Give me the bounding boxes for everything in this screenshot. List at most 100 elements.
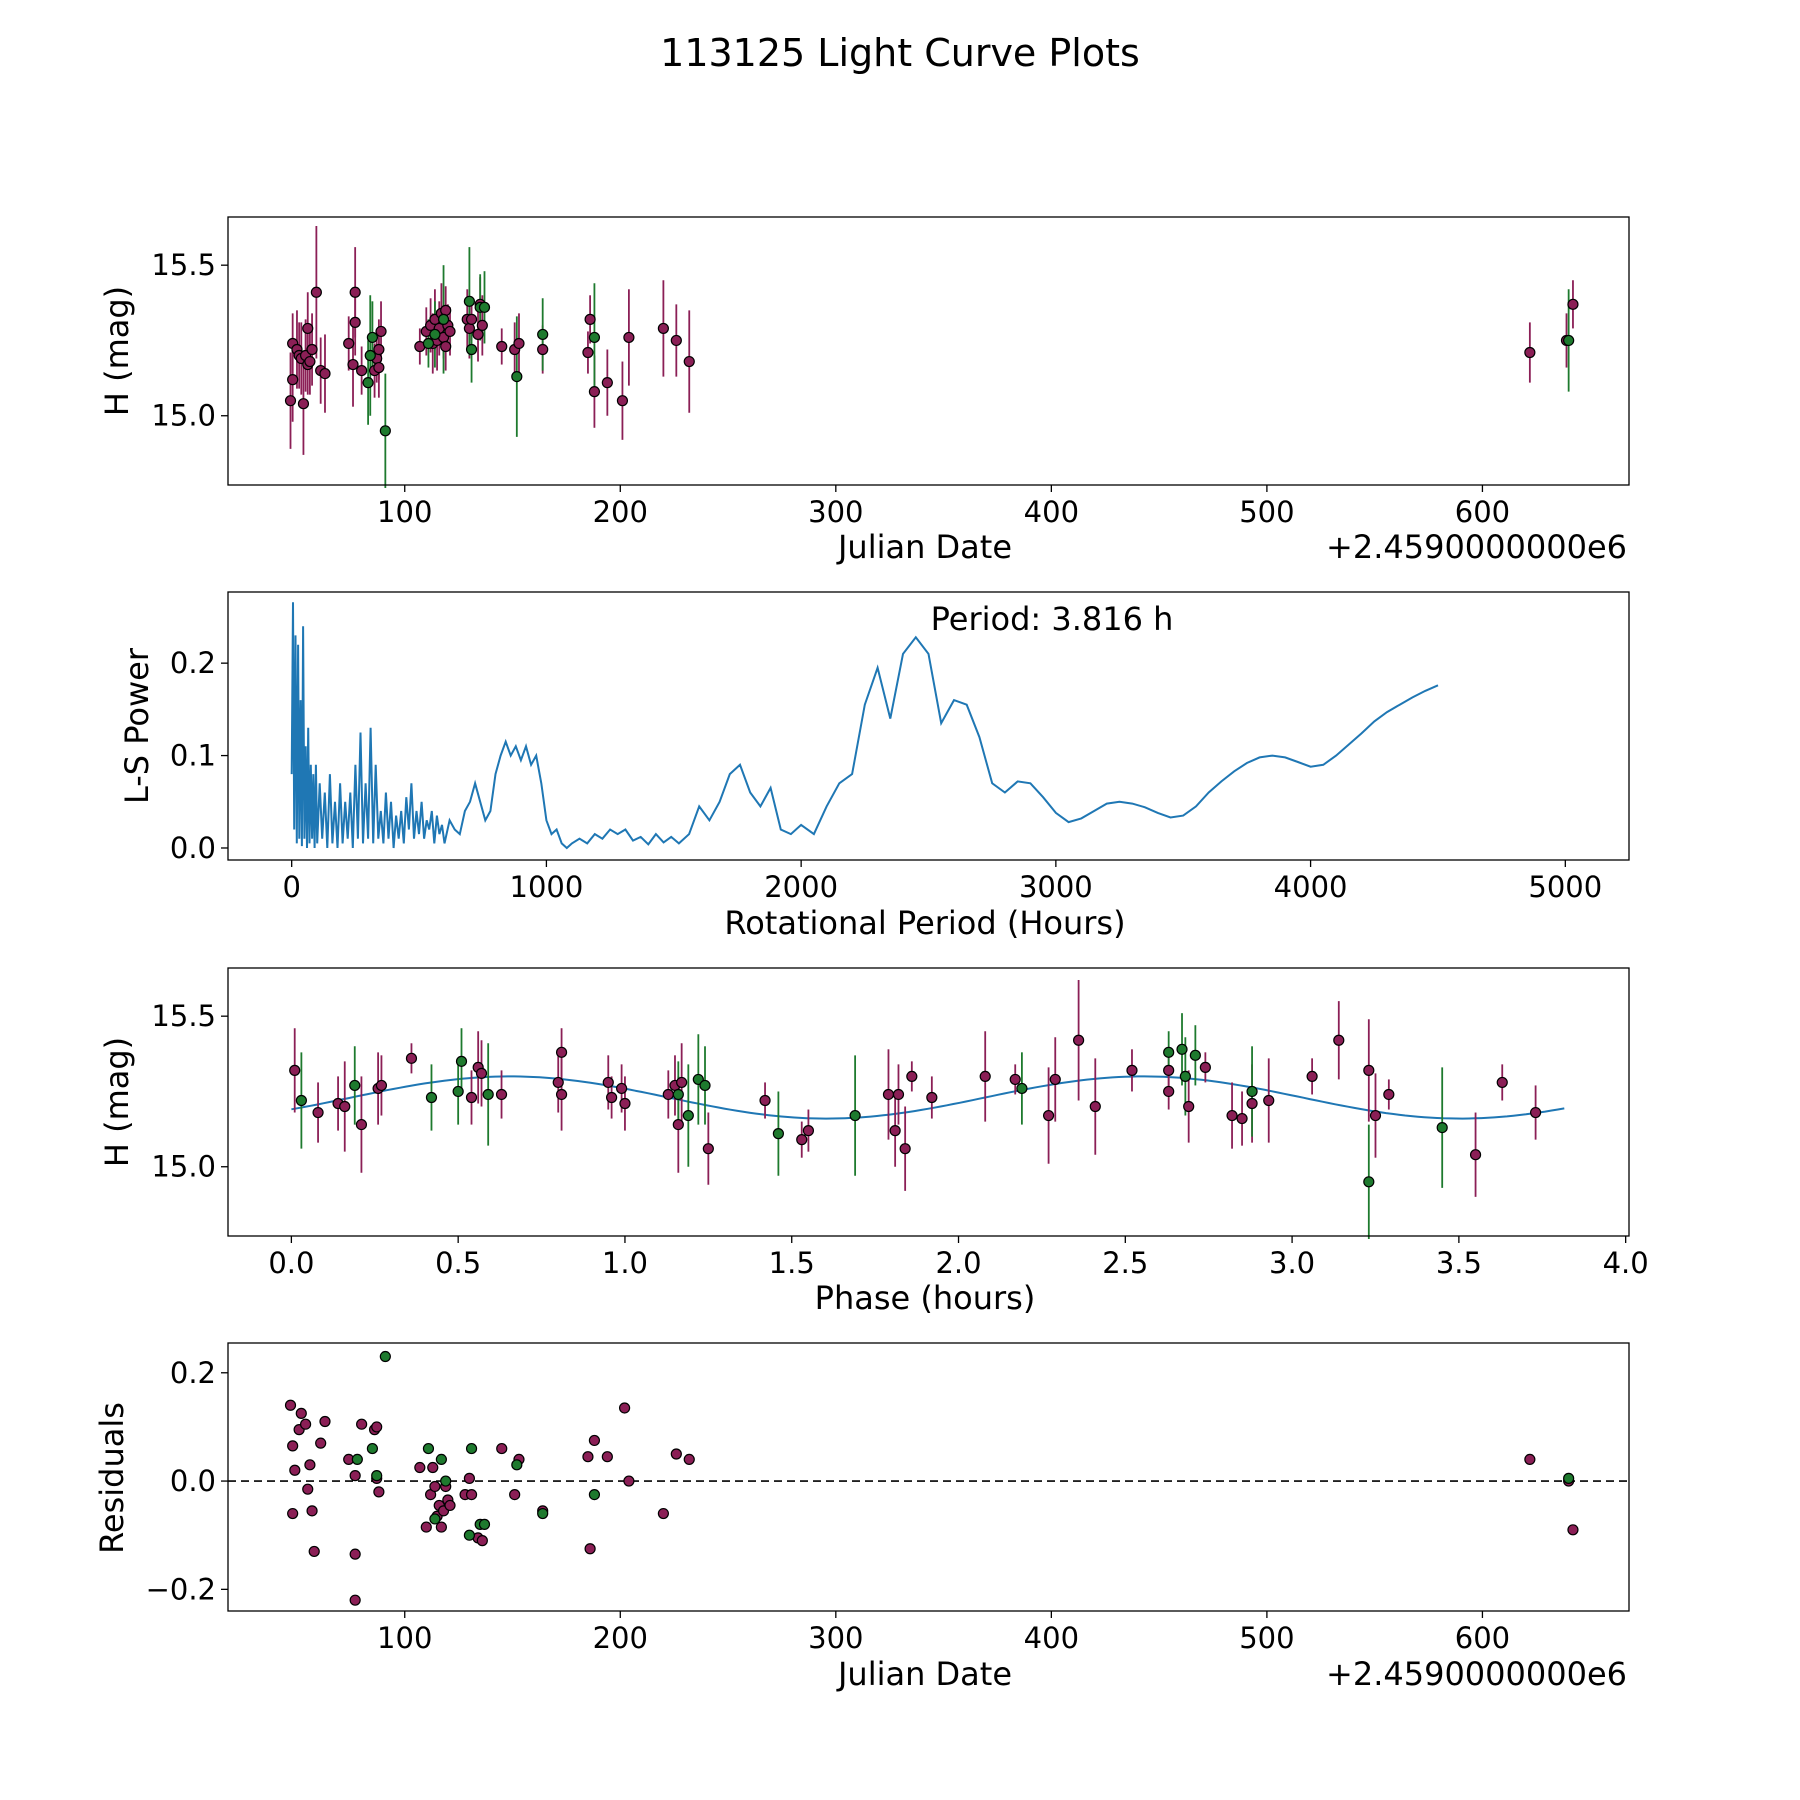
light-curve-point-magenta [356,364,368,377]
light-curve-point-green [478,301,491,313]
phased-light-curve-point-magenta [1496,1076,1508,1089]
light-curve-point-magenta [319,367,331,380]
phased-light-curve-point-magenta [1226,1109,1238,1122]
residuals-point-green [379,1350,391,1363]
phased-light-curve-xtick-label: 3.5 [1436,1246,1482,1280]
residuals-point-green [429,1513,441,1525]
periodogram-xtick-label: 1000 [510,870,584,904]
residuals-point-magenta [319,1415,331,1428]
light-curve-point-green [511,370,523,383]
light-curve-point-magenta [1567,298,1579,310]
residuals-point-magenta [302,1483,314,1495]
phased-light-curve-point-magenta [1163,1064,1175,1076]
phased-light-curve-xtick-label: 2.0 [935,1246,981,1280]
light-curve-point-magenta [472,328,484,341]
light-curve-point-green [364,349,376,362]
light-curve-xlabel: Julian Date [836,528,1012,566]
light-curve-point-magenta [375,325,387,338]
phased-light-curve-point-green [1363,1176,1375,1188]
phased-light-curve-point-magenta [1183,1100,1195,1113]
light-curve-point-green [1563,334,1575,347]
phased-light-curve-point-magenta [1049,1073,1061,1086]
residuals-point-magenta [414,1461,426,1474]
phased-xlabel: Phase (hours) [815,1279,1036,1317]
periodogram-ylabel: L-S Power [118,647,156,804]
residuals-point-magenta [371,1421,383,1433]
phased-light-curve-xtick-label: 1.0 [602,1246,648,1280]
light-curve-point-magenta [465,313,478,325]
figure-title: 113125 Light Curve Plots [660,31,1140,75]
light-curve-point-magenta [588,386,601,398]
phased-light-curve-point-magenta [662,1088,674,1101]
residuals-point-magenta [287,1507,299,1520]
residuals-point-magenta [496,1442,508,1455]
residuals-point-magenta [356,1418,368,1430]
residuals-point-green [537,1507,549,1520]
light-curve-point-magenta [347,358,359,371]
phased-light-curve-point-green [682,1109,694,1122]
light-curve-point-magenta [444,325,456,338]
light-curve-point-magenta [287,374,299,386]
light-curve-point-magenta [513,337,525,350]
phased-light-curve-point-green [452,1085,464,1098]
light-curve-offset-label: +2.4590000000e6 [1326,528,1627,566]
phased-light-curve-point-magenta [555,1046,568,1058]
periodogram-xtick-label: 0 [282,870,300,904]
residuals-point-magenta [465,1488,478,1501]
light-curve-xtick-label: 600 [1455,495,1510,529]
light-curve-point-green [379,425,391,437]
phased-light-curve-point-magenta [1073,1034,1085,1046]
residuals-point-green [422,1442,435,1455]
light-curve-ytick-label: 15.0 [151,399,216,433]
residuals-point-green [435,1453,447,1466]
phased-light-curve-panel: 0.0 0.5 1.0 1.5 2.0 2.5 3.0 3.5 4.0 15.0 15.5 Phas… [98,967,1649,1317]
residuals-point-magenta [1524,1453,1536,1466]
residuals-point-magenta [287,1440,299,1452]
residuals-point-magenta [657,1507,669,1520]
phased-ylabel: H (mag) [98,1037,136,1167]
light-curve-ytick-label: 15.5 [151,248,216,282]
residuals-point-magenta [299,1418,312,1430]
light-curve-ylabel: H (mag) [98,286,136,416]
residuals-point-green [478,1518,491,1530]
phased-light-curve-point-magenta [702,1143,714,1155]
residuals-point-magenta [588,1434,601,1447]
phased-light-curve-point-magenta [355,1118,368,1131]
phased-light-curve-xtick-label: 4.0 [1603,1246,1649,1280]
phased-light-curve-point-green [1176,1043,1188,1055]
light-curve-point-magenta [302,322,314,335]
residuals-point-magenta [349,1548,361,1560]
residuals-point-magenta [284,1399,297,1411]
residuals-point-magenta [304,1459,316,1471]
phased-light-curve-point-magenta [375,1079,388,1092]
light-curve-point-green [588,331,601,344]
residuals-point-magenta [308,1545,320,1558]
residuals-point-magenta [289,1464,301,1476]
phased-light-curve-point-magenta [899,1143,911,1155]
residuals-point-green [511,1459,523,1471]
residuals-xtick-label: 500 [1239,1621,1294,1655]
residuals-frame [227,1342,1630,1612]
light-curve-point-magenta [304,355,316,368]
residuals-point-magenta [295,1407,307,1419]
residuals-point-magenta [373,1486,385,1498]
periodogram-ytick-label: 0.2 [170,646,216,680]
phased-light-curve-point-green [699,1079,711,1092]
residuals-xtick-label: 400 [1024,1621,1079,1655]
residuals-point-green [465,1442,478,1455]
period-annotation: Period: 3.816 h [931,600,1174,638]
light-curve-xtick-label: 200 [593,495,648,529]
residuals-point-green [588,1488,601,1501]
light-curve-xtick-label: 400 [1024,495,1079,529]
residuals-ytick-label: 0.2 [170,1356,216,1390]
phased-light-curve-xtick-label: 0.0 [268,1246,314,1280]
phased-light-curve-point-magenta [676,1076,688,1089]
light-curve-point-magenta [537,343,549,356]
residuals-point-magenta [429,1480,441,1493]
phased-light-curve-point-magenta [1126,1064,1138,1076]
phased-light-curve-point-green [1436,1121,1448,1134]
residuals-offset-label: +2.4590000000e6 [1326,1655,1627,1693]
phased-light-curve-point-magenta [405,1052,418,1064]
phased-light-curve-point-magenta [619,1097,631,1110]
periodogram-xtick-label: 5000 [1528,870,1602,904]
